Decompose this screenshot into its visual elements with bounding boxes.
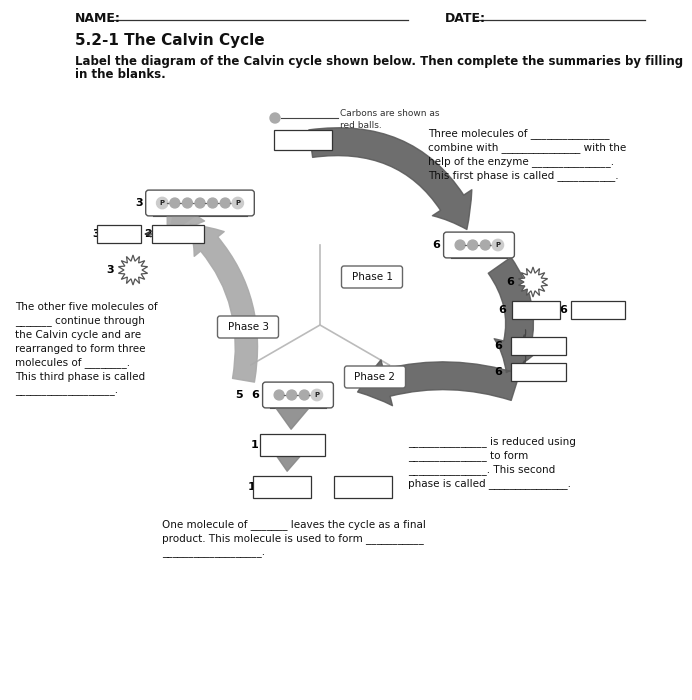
Circle shape <box>300 390 309 400</box>
Circle shape <box>480 240 490 250</box>
Text: 6: 6 <box>494 367 502 377</box>
FancyArrowPatch shape <box>489 258 540 372</box>
FancyArrowPatch shape <box>167 197 195 235</box>
Text: help of the enzyme _______________.: help of the enzyme _______________. <box>428 157 614 167</box>
Text: Phase 3: Phase 3 <box>228 322 268 332</box>
Circle shape <box>286 390 297 400</box>
Text: the Calvin cycle and are: the Calvin cycle and are <box>15 330 141 340</box>
FancyBboxPatch shape <box>341 266 403 288</box>
Circle shape <box>492 239 504 251</box>
Text: This first phase is called ___________.: This first phase is called ___________. <box>428 171 619 181</box>
Bar <box>97 225 141 243</box>
Text: 6: 6 <box>506 277 514 287</box>
FancyArrowPatch shape <box>273 403 311 429</box>
Bar <box>571 301 625 319</box>
Polygon shape <box>118 255 147 285</box>
Text: The other five molecules of: The other five molecules of <box>15 302 158 312</box>
FancyArrowPatch shape <box>358 360 520 406</box>
Bar <box>511 363 565 381</box>
Text: 1: 1 <box>247 482 255 492</box>
FancyBboxPatch shape <box>262 382 334 408</box>
Text: _______________ to form: _______________ to form <box>408 451 528 461</box>
Circle shape <box>170 198 180 208</box>
FancyArrowPatch shape <box>269 445 308 471</box>
Text: DATE:: DATE: <box>445 11 486 25</box>
Bar <box>512 301 560 319</box>
Text: 3: 3 <box>92 229 100 239</box>
Bar <box>260 434 325 456</box>
Text: Carbons are shown as: Carbons are shown as <box>340 109 439 118</box>
Text: One molecule of _______ leaves the cycle as a final: One molecule of _______ leaves the cycle… <box>162 519 426 531</box>
Circle shape <box>195 198 205 208</box>
Text: combine with _______________ with the: combine with _______________ with the <box>428 143 626 153</box>
Text: 2: 2 <box>144 229 152 239</box>
Polygon shape <box>518 267 547 297</box>
Bar <box>511 337 565 355</box>
Text: Label the diagram of the Calvin cycle shown below. Then complete the summaries b: Label the diagram of the Calvin cycle sh… <box>75 55 683 69</box>
Circle shape <box>468 240 477 250</box>
Bar <box>152 225 204 243</box>
Text: Phase 2: Phase 2 <box>354 372 396 382</box>
Circle shape <box>183 198 192 208</box>
Text: product. This molecule is used to form ___________: product. This molecule is used to form _… <box>162 533 424 545</box>
Circle shape <box>220 198 230 208</box>
Text: 5: 5 <box>235 390 242 400</box>
FancyArrowPatch shape <box>190 224 257 382</box>
Text: Three molecules of _______________: Three molecules of _______________ <box>428 129 610 139</box>
Text: 6: 6 <box>559 305 567 315</box>
Text: molecules of ________.: molecules of ________. <box>15 358 130 368</box>
Text: _______________. This second: _______________. This second <box>408 465 555 475</box>
Text: P: P <box>314 392 320 398</box>
FancyArrowPatch shape <box>169 202 205 236</box>
Text: P: P <box>495 242 500 248</box>
FancyBboxPatch shape <box>345 366 406 388</box>
Text: red balls.: red balls. <box>340 120 382 130</box>
FancyArrowPatch shape <box>309 128 472 230</box>
Circle shape <box>156 197 168 209</box>
Text: 3: 3 <box>135 198 143 208</box>
Text: _______ continue through: _______ continue through <box>15 316 145 326</box>
Bar <box>274 130 332 150</box>
Text: ___________________.: ___________________. <box>162 548 265 558</box>
Text: Phase 1: Phase 1 <box>352 272 392 282</box>
Text: 6: 6 <box>252 390 260 400</box>
Circle shape <box>311 389 322 400</box>
FancyBboxPatch shape <box>146 190 254 216</box>
Text: 6: 6 <box>498 305 506 315</box>
Text: phase is called _______________.: phase is called _______________. <box>408 479 571 489</box>
Text: rearranged to form three: rearranged to form three <box>15 344 145 354</box>
FancyBboxPatch shape <box>444 232 514 258</box>
Text: 6: 6 <box>432 240 441 250</box>
Text: This third phase is called: This third phase is called <box>15 372 145 382</box>
Circle shape <box>274 390 284 400</box>
Text: ___________________.: ___________________. <box>15 386 118 396</box>
Text: 6: 6 <box>494 341 502 351</box>
Text: _______________ is reduced using: _______________ is reduced using <box>408 437 576 447</box>
Text: in the blanks.: in the blanks. <box>75 69 166 81</box>
Text: P: P <box>160 200 165 206</box>
Circle shape <box>208 198 217 208</box>
Bar <box>253 476 311 498</box>
Bar <box>334 476 392 498</box>
Circle shape <box>270 113 280 123</box>
Text: NAME:: NAME: <box>75 11 121 25</box>
Circle shape <box>455 240 465 250</box>
Circle shape <box>232 197 244 209</box>
Text: P: P <box>235 200 240 206</box>
Text: 1: 1 <box>251 440 259 450</box>
FancyBboxPatch shape <box>217 316 278 338</box>
Text: 5.2-1 The Calvin Cycle: 5.2-1 The Calvin Cycle <box>75 32 264 48</box>
Text: 3: 3 <box>106 265 113 275</box>
